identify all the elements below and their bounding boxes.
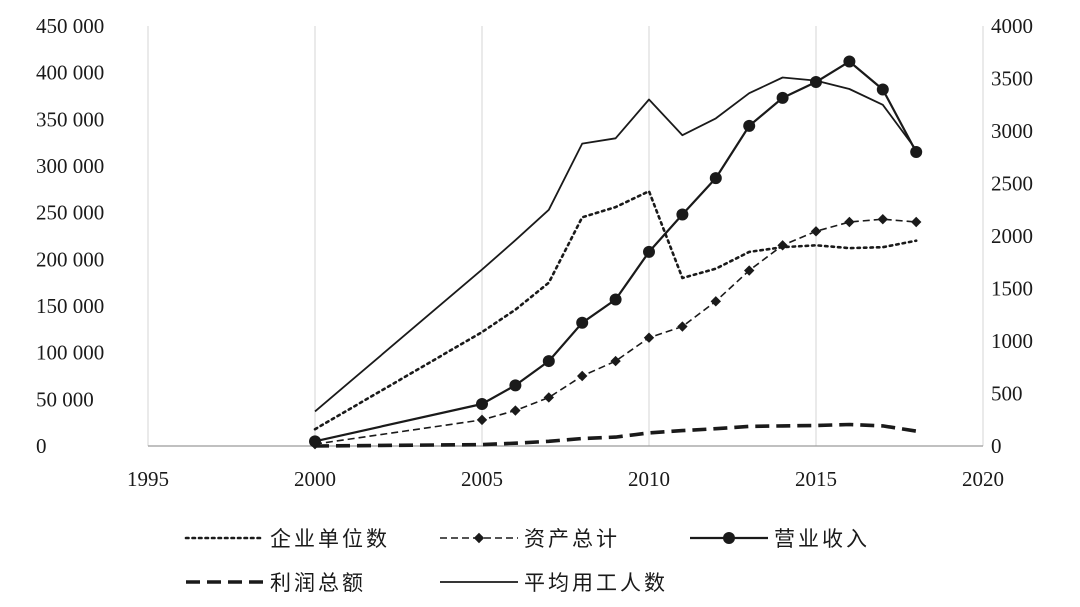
data-point	[844, 216, 855, 228]
y-left-tick-label: 100 000	[36, 341, 104, 365]
legend-item-3: 利润总额	[186, 571, 366, 595]
x-tick-label: 2020	[962, 467, 1004, 491]
data-point	[810, 76, 822, 88]
y-left-tick-label: 150 000	[36, 294, 104, 318]
series-2	[309, 55, 923, 448]
x-tick-label: 2015	[795, 467, 837, 491]
series-line	[313, 189, 918, 431]
data-point	[476, 398, 488, 410]
series-layer	[309, 55, 923, 450]
x-tick-label: 2010	[628, 467, 670, 491]
y-right-tick-label: 4000	[991, 14, 1033, 38]
y-right-tick-label: 3500	[991, 67, 1033, 91]
data-point	[677, 321, 688, 332]
data-point	[843, 55, 856, 68]
y-left-tick-label: 350 000	[36, 107, 104, 131]
legend-label: 利润总额	[270, 571, 366, 595]
legend-label: 资产总计	[524, 527, 620, 551]
data-point	[744, 265, 755, 276]
data-point	[542, 355, 555, 368]
data-point	[876, 83, 889, 96]
series-0	[313, 189, 918, 431]
data-point	[610, 355, 621, 367]
x-tick-label: 2000	[294, 467, 336, 491]
y-left-tick-label: 250 000	[36, 201, 104, 225]
data-point	[609, 293, 622, 306]
y-left-tick-label: 400 000	[36, 61, 104, 85]
data-point	[643, 245, 655, 258]
series-line	[314, 76, 917, 413]
y-right-tick-label: 0	[991, 434, 1002, 458]
y-right-tick-label: 3000	[991, 119, 1033, 143]
y-left-tick-label: 200 000	[36, 247, 104, 271]
series-line	[314, 422, 917, 448]
data-point	[643, 332, 655, 343]
legend-item-4: 平均用工人数	[440, 571, 668, 595]
series-1	[309, 214, 922, 450]
data-point	[743, 119, 756, 132]
legend-item-2: 营业收入	[690, 527, 870, 551]
y-left-tick-label: 0	[36, 434, 47, 458]
data-point	[776, 91, 789, 104]
legend-item-1: 资产总计	[440, 527, 620, 551]
data-point	[810, 226, 822, 237]
data-point	[710, 296, 721, 307]
y-right-tick-label: 1500	[991, 277, 1033, 301]
data-point	[543, 392, 554, 403]
data-point	[777, 240, 788, 251]
legend-item-0: 企业单位数	[184, 527, 390, 551]
data-point	[510, 405, 521, 416]
data-point	[509, 379, 522, 392]
series-3	[314, 422, 917, 448]
data-point	[576, 316, 589, 329]
data-point	[877, 214, 888, 225]
legend-label: 营业收入	[774, 527, 870, 551]
series-line	[314, 60, 918, 443]
series-line	[314, 218, 917, 445]
data-point	[709, 172, 722, 185]
legend-marker	[473, 532, 485, 544]
x-tick-label: 2005	[461, 467, 503, 491]
grid-lines	[147, 26, 984, 446]
data-point	[911, 216, 922, 228]
data-point	[577, 370, 588, 382]
data-point	[476, 414, 488, 426]
y-right-tick-label: 500	[991, 382, 1023, 406]
series-4	[314, 76, 917, 413]
data-point	[910, 146, 923, 158]
y-right-tick-label: 2000	[991, 224, 1033, 248]
y-right-tick-label: 2500	[991, 172, 1033, 196]
y-left-tick-label: 450 000	[36, 14, 104, 38]
y-right-tick-label: 1000	[991, 329, 1033, 353]
x-tick-label: 1995	[127, 467, 169, 491]
y-left-tick-label: 300 000	[36, 154, 104, 178]
data-point	[676, 208, 689, 221]
legend-label: 企业单位数	[270, 527, 390, 551]
legend-label: 平均用工人数	[524, 571, 668, 595]
legend-marker	[723, 532, 735, 544]
y-left-tick-label: 50 000	[36, 387, 94, 411]
tick-labels: 1995 2000 2005 2010 2015 2020 0 50 000 100 000 15…	[36, 14, 1033, 491]
